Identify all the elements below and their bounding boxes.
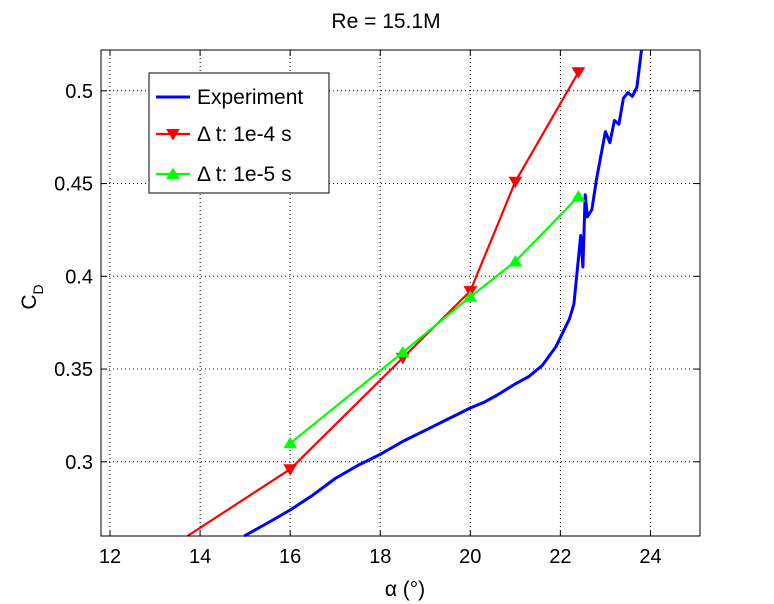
x-tick-label: 12 bbox=[99, 546, 121, 568]
legend-marker-3 bbox=[166, 167, 180, 179]
y-tick-label: 0.5 bbox=[65, 81, 93, 103]
x-tick-label: 20 bbox=[459, 546, 481, 568]
y-tick-label: 0.4 bbox=[65, 266, 93, 288]
data-point-3 bbox=[463, 290, 478, 302]
series-line-1 bbox=[243, 49, 643, 538]
x-tick-label: 22 bbox=[549, 546, 571, 568]
legend-label-1: Experiment bbox=[197, 86, 303, 109]
y-tick-label: 0.3 bbox=[65, 452, 93, 474]
data-point-2 bbox=[571, 67, 586, 79]
x-axis-label: α (°) bbox=[385, 578, 425, 601]
data-point-3 bbox=[508, 255, 523, 267]
legend-marker-2 bbox=[166, 129, 180, 141]
x-tick-label: 18 bbox=[369, 546, 391, 568]
data-point-2 bbox=[508, 176, 523, 189]
data-point-3 bbox=[395, 345, 410, 358]
y-tick-label: 0.45 bbox=[54, 174, 93, 196]
y-axis-label: CD bbox=[18, 284, 46, 309]
data-point-3 bbox=[283, 436, 298, 449]
data-point-2 bbox=[283, 464, 298, 476]
axis-ticks: 12 14 16 18 20 22 24 0.3 0.35 0.4 0.45 0.5 bbox=[54, 50, 700, 568]
axes-frame bbox=[100, 49, 701, 537]
x-tick-label: 24 bbox=[639, 546, 661, 568]
x-tick-label: 16 bbox=[279, 546, 301, 568]
legend-label-2: Δ t: 1e-4 s bbox=[197, 123, 292, 146]
legend: Experiment Δ t: 1e-4 s Δ t: 1e-5 s bbox=[148, 72, 330, 194]
y-tick-label: 0.35 bbox=[54, 359, 93, 381]
legend-label-3: Δ t: 1e-5 s bbox=[197, 163, 292, 186]
chart-title: Re = 15.1M bbox=[331, 10, 440, 33]
plot-area bbox=[186, 49, 643, 538]
x-tick-label: 14 bbox=[189, 546, 211, 568]
data-point-3 bbox=[571, 190, 586, 202]
